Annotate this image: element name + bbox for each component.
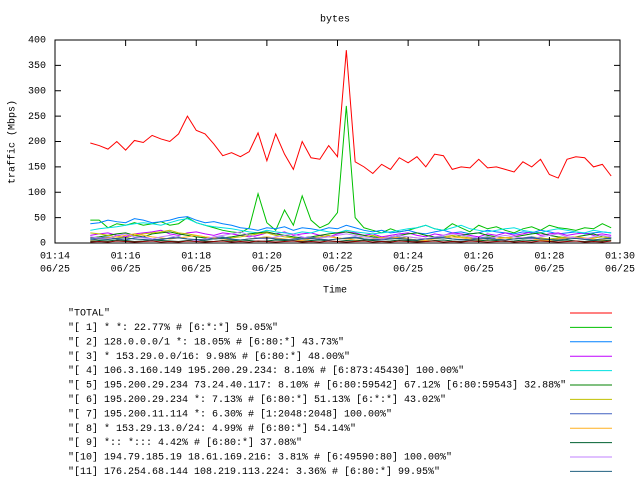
x-tick-date: 06/25 — [111, 264, 141, 276]
legend-label: "[ 7] 195.200.11.114 *: 6.30% # [1:2048:… — [68, 408, 392, 420]
series-line — [90, 231, 612, 240]
x-tick-date: 06/25 — [40, 264, 70, 276]
plot-area — [90, 50, 612, 243]
x-tick-date: 06/25 — [393, 264, 423, 276]
x-tick-label: 01:28 — [534, 252, 564, 263]
y-tick-label: 400 — [28, 36, 46, 47]
x-tick-date: 06/25 — [181, 264, 211, 276]
legend-label: "[ 8] * 153.29.13.0/24: 4.99% # [6:80:*]… — [68, 423, 356, 435]
chart-title: bytes — [320, 14, 350, 26]
x-tick-label: 01:22 — [322, 252, 352, 263]
series-line — [90, 239, 612, 242]
series-line — [90, 240, 612, 243]
series-line — [90, 237, 612, 241]
legend-label: "[ 5] 195.200.29.234 73.24.40.117: 8.10%… — [68, 380, 566, 392]
x-tick-label: 01:18 — [181, 252, 211, 263]
y-tick-label: 0 — [40, 239, 46, 250]
y-tick-label: 150 — [28, 163, 46, 174]
series-line — [90, 216, 612, 235]
series-line — [90, 50, 612, 179]
x-tick-date: 06/25 — [252, 264, 282, 276]
legend-label: "[ 6] 195.200.29.234 *: 7.13% # [6:80:*]… — [68, 394, 446, 406]
x-tick-label: 01:14 — [40, 252, 70, 263]
y-tick-label: 200 — [28, 137, 46, 148]
y-tick-label: 350 — [28, 61, 46, 72]
y-tick-label: 100 — [28, 188, 46, 199]
legend-label: "[ 4] 106.3.160.149 195.200.29.234: 8.10… — [68, 365, 464, 377]
legend-label: "[11] 176.254.68.144 108.219.113.224: 3.… — [68, 466, 440, 478]
y-tick-label: 250 — [28, 112, 46, 123]
x-tick-label: 01:20 — [252, 252, 282, 263]
legend-label: "TOTAL" — [68, 308, 110, 320]
legend-label: "[ 3] * 153.29.0.0/16: 9.98% # [6:80:*] … — [68, 351, 350, 363]
x-tick-date: 06/25 — [605, 264, 635, 276]
x-axis-label: Time — [323, 285, 347, 297]
y-axis-label: traffic (Mbps) — [7, 100, 19, 184]
legend-label: "[10] 194.79.185.19 18.61.169.216: 3.81%… — [68, 452, 452, 464]
x-tick-date: 06/25 — [464, 264, 494, 276]
x-tick-label: 01:24 — [393, 252, 423, 263]
x-tick-date: 06/25 — [534, 264, 564, 276]
y-tick-label: 300 — [28, 86, 46, 97]
legend-label: "[ 9] *:: *::: 4.42% # [6:80:*] 37.08%" — [68, 437, 302, 449]
series-line — [90, 105, 612, 234]
x-tick-label: 01:30 — [605, 252, 635, 263]
x-tick-label: 01:16 — [111, 252, 141, 263]
x-tick-date: 06/25 — [322, 264, 352, 276]
series-line — [90, 218, 612, 235]
y-tick-label: 50 — [34, 213, 46, 224]
legend-label: "[ 1] * *: 22.77% # [6:*:*] 59.05%" — [68, 322, 278, 334]
x-tick-label: 01:26 — [464, 252, 494, 263]
legend-label: "[ 2] 128.0.0.0/1 *: 18.05% # [6:80:*] 4… — [68, 336, 344, 348]
